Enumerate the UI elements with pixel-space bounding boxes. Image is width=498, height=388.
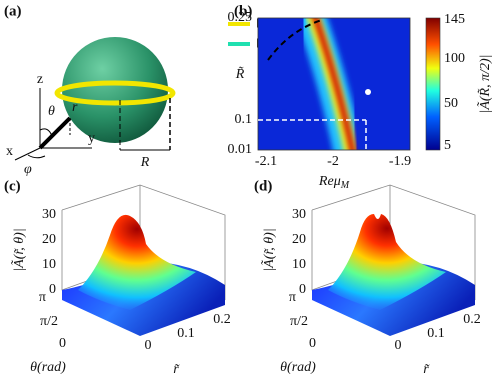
theta-tick-label: 0 (59, 336, 66, 351)
colorbar-label: |Ã(R̃, π/2)| (476, 54, 493, 113)
x-axis-label: ReμM (318, 174, 350, 191)
x-tick-label: -1.9 (389, 154, 411, 169)
axis-label: r (72, 100, 78, 115)
z-axis-label: |Ã(r̃, θ)| (10, 228, 27, 271)
axis-label: x (6, 144, 13, 159)
colorbar-tick-label: 145 (444, 12, 465, 27)
sphere (62, 37, 168, 143)
plot-frame (257, 17, 411, 151)
surface-peak (78, 214, 196, 310)
panel-label: (a) (4, 3, 22, 19)
theta-tick-label: π (289, 290, 296, 305)
x-tick-label: -2.1 (255, 154, 277, 169)
y-tick-label: 0.25 (228, 10, 253, 25)
y-axis-label: R̃ (235, 66, 245, 82)
ring (54, 80, 176, 106)
r-tick-label: 0.2 (463, 312, 481, 327)
y-tick-label: 0.01 (228, 142, 253, 157)
colorbar (425, 17, 441, 151)
z-tick-label: 30 (42, 207, 56, 222)
angle-label: φ (24, 162, 32, 177)
angle-label: θ (48, 104, 55, 119)
colorbar-tick-label: 50 (444, 96, 458, 111)
heatmap (258, 18, 410, 150)
r-tick-label: 0.1 (427, 326, 445, 341)
z-tick-label: 0 (49, 282, 56, 297)
r-tick-label: 0.2 (213, 312, 231, 327)
axis-label: z (37, 72, 43, 87)
axis-label: y (88, 131, 95, 146)
theta-tick-label: 0 (309, 336, 316, 351)
theta-tick-label: π (39, 290, 46, 305)
marker (365, 89, 371, 95)
x-tick-label: -2 (327, 154, 339, 169)
theta-axis-label: θ(rad) (30, 360, 66, 375)
z-tick-label: 0 (299, 282, 306, 297)
r-tick-label: 0 (395, 338, 402, 353)
panel-a: (a) Ring MM R z y x θ r φ (4, 3, 283, 177)
panel-label: (b) (234, 3, 252, 19)
z-axis-label: |Ã(r̃, θ)| (260, 228, 277, 271)
r-tick-label: 0 (145, 338, 152, 353)
r-axis-label: r̃ (173, 362, 180, 377)
y-tick-label: 0.1 (235, 112, 253, 127)
z-tick-label: 20 (292, 232, 306, 247)
axes (14, 88, 92, 161)
theta-tick-label: π/2 (40, 314, 58, 329)
colorbar-tick-label: 5 (444, 138, 451, 153)
panel-label: (d) (254, 178, 272, 194)
dashed-curve (267, 19, 323, 61)
theta-axis-label: θ(rad) (280, 360, 316, 375)
panel-b: (b) R̃ 0.25 0.1 0.01 -2.1 -2 -1.9 ReμM 1… (228, 3, 494, 191)
z-tick-label: 10 (42, 257, 56, 272)
r-tick-label: 0.1 (177, 326, 195, 341)
z-tick-label: 10 (292, 257, 306, 272)
z-tick-label: 30 (292, 207, 306, 222)
r-axis-label: r̃ (423, 362, 430, 377)
surface-peak (328, 214, 446, 310)
panel-label: (c) (4, 178, 21, 194)
radius-label: R (140, 155, 150, 170)
colorbar-tick-label: 100 (444, 51, 465, 66)
z-tick-label: 20 (42, 232, 56, 247)
theta-tick-label: π/2 (290, 314, 308, 329)
